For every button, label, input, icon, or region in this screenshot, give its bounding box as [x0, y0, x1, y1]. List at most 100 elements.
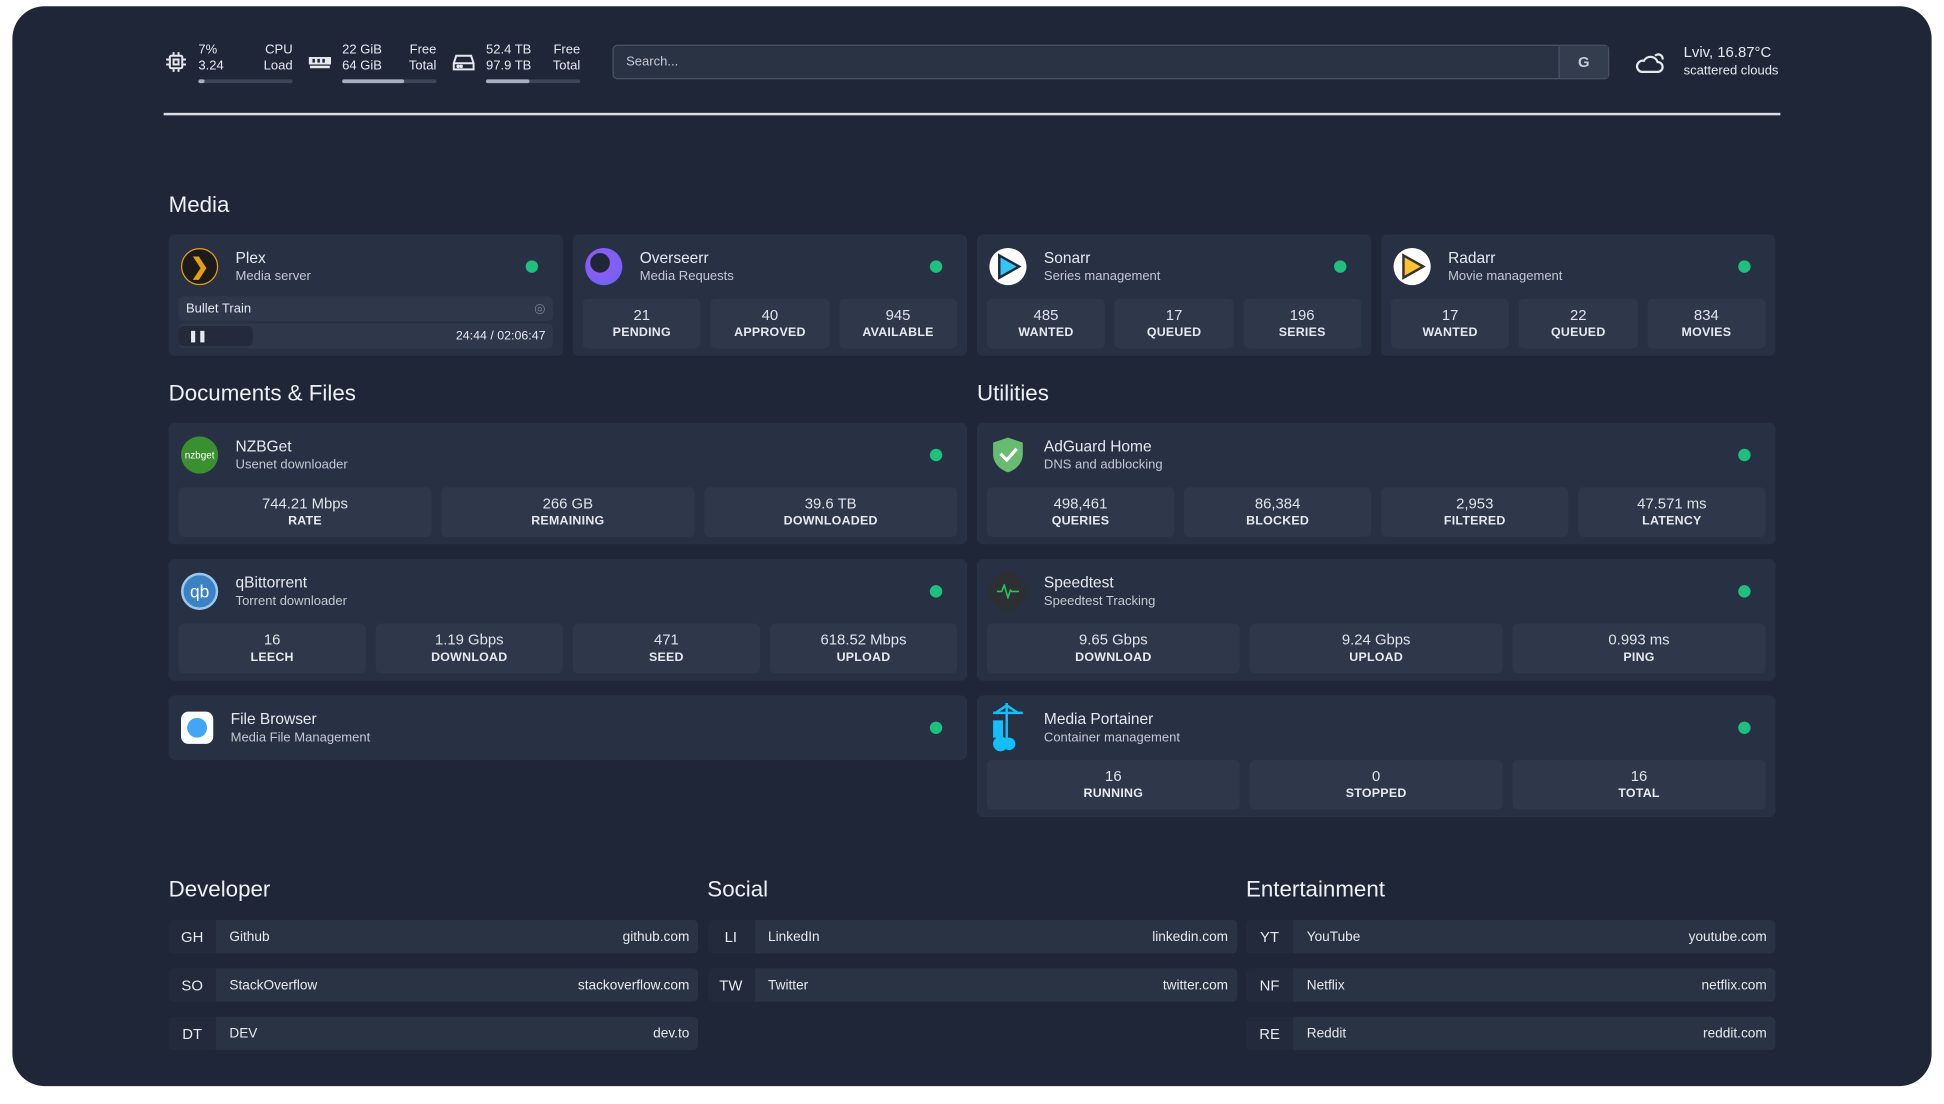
- bookmark-abbr: YT: [1245, 919, 1294, 954]
- stat-label: BLOCKED: [1246, 514, 1310, 529]
- service-card-media-portainer[interactable]: Media Portainer Container management 16 RUN…: [976, 695, 1776, 818]
- stat-block: 16 TOTAL: [1512, 759, 1766, 810]
- service-name: Radarr: [1448, 248, 1496, 266]
- free-label: Free: [409, 41, 437, 57]
- stat-label: DOWNLOADED: [783, 514, 878, 529]
- memory-total: 64 GiB: [342, 57, 382, 73]
- search-provider-button[interactable]: G: [1558, 45, 1609, 79]
- service-card-nzbget[interactable]: nzbget NZBGet Usenet downloader 744.21 Mbps…: [168, 422, 968, 545]
- stat-label: QUEUED: [1550, 326, 1606, 340]
- cpu-load: 3.24: [198, 57, 224, 73]
- status-dot: [1738, 260, 1751, 273]
- service-desc: Series management: [1043, 268, 1161, 284]
- service-desc: Usenet downloader: [235, 456, 348, 472]
- stat-value: 9.65 Gbps: [1079, 631, 1148, 649]
- free-label: Free: [553, 41, 581, 57]
- playback-time: 24:44 / 02:06:47: [455, 329, 546, 343]
- status-dot: [1738, 721, 1751, 734]
- stat-value: 498,461: [1053, 494, 1108, 513]
- stat-label: DOWNLOAD: [431, 650, 508, 665]
- stat-label: UPLOAD: [836, 650, 891, 665]
- stat-label: AVAILABLE: [862, 326, 934, 340]
- service-card-adguard-home[interactable]: AdGuard Home DNS and adblocking 498,461 QUE…: [976, 422, 1776, 545]
- stat-label: QUERIES: [1051, 514, 1110, 529]
- load-label: Load: [263, 57, 293, 73]
- stat-value: 834: [1693, 306, 1719, 324]
- divider: [163, 112, 1781, 116]
- bookmark-link[interactable]: TW Twitter twitter.com: [707, 968, 1237, 1002]
- bookmark-url: linkedin.com: [1152, 929, 1229, 945]
- stat-value: 196: [1289, 306, 1315, 324]
- bookmark-link[interactable]: DT DEV dev.to: [168, 1016, 699, 1051]
- service-desc: Torrent downloader: [235, 593, 348, 609]
- stat-value: 16: [1105, 767, 1122, 785]
- bookmark-list: YT YouTube youtube.com NF Netflix netflix.com…: [1245, 919, 1776, 1065]
- stat-label: SEED: [648, 650, 684, 665]
- stat-label: MOVIES: [1681, 326, 1732, 340]
- bookmark-group-title: Developer: [168, 876, 271, 902]
- total-label: Total: [552, 57, 581, 73]
- disk-free: 52.4 TB: [486, 41, 532, 57]
- service-name: NZBGet: [235, 437, 292, 455]
- memory-icon: [307, 49, 332, 74]
- total-label: Total: [408, 57, 437, 73]
- status-dot: [929, 448, 943, 462]
- status-dot: [929, 721, 943, 734]
- service-card-speedtest[interactable]: Speedtest Speedtest Tracking 9.65 Gbps DOWN…: [976, 559, 1776, 681]
- bookmark-list: GH Github github.com SO StackOverflow stackov…: [168, 919, 699, 1065]
- bookmark-name: LinkedIn: [768, 929, 820, 945]
- service-card-overseerr[interactable]: Overseerr Media Requests 21 PENDING 40 APPROV…: [572, 234, 968, 356]
- disk-total: 97.9 TB: [486, 57, 532, 73]
- stat-block: 196 SERIES: [1243, 298, 1362, 349]
- service-card-qbittorrent[interactable]: qb qBittorrent Torrent downloader 16 LEECH 1.…: [168, 559, 968, 681]
- bookmark-abbr: LI: [707, 919, 755, 954]
- service-card-plex[interactable]: ❯ Plex Media server Bullet Train ◎ ❚❚ 24:44…: [168, 234, 563, 356]
- status-dot: [1334, 260, 1347, 273]
- service-desc: Media Requests: [639, 268, 734, 284]
- bookmark-abbr: SO: [168, 968, 216, 1002]
- stat-value: 945: [885, 306, 911, 324]
- service-name: Plex: [235, 248, 266, 266]
- stat-value: 485: [1033, 306, 1059, 324]
- service-name: Media Portainer: [1043, 709, 1154, 728]
- bookmark-link[interactable]: NF Netflix netflix.com: [1245, 968, 1776, 1002]
- memory-free: 22 GiB: [342, 41, 382, 57]
- dashboard-background: [12, 6, 1932, 1087]
- pause-icon[interactable]: ❚❚: [178, 326, 253, 346]
- stat-value: 744.21 Mbps: [261, 494, 348, 513]
- cpu-widget: 7% CPU 3.24 Load: [164, 42, 293, 83]
- stat-block: 471 SEED: [572, 623, 760, 674]
- service-card-radarr[interactable]: Radarr Movie management 17 WANTED 22 QUEUED 83…: [1381, 234, 1776, 356]
- bookmark-link[interactable]: SO StackOverflow stackoverflow.com: [168, 968, 699, 1002]
- bookmark-link[interactable]: LI LinkedIn linkedin.com: [707, 919, 1237, 954]
- service-desc: Movie management: [1448, 268, 1563, 284]
- service-card-file-browser[interactable]: File Browser Media File Management: [168, 695, 968, 760]
- plex-icon: ❯: [181, 247, 219, 286]
- stat-block: 16 LEECH: [178, 623, 366, 674]
- service-name: Overseerr: [639, 248, 709, 266]
- stat-block: 16 RUNNING: [986, 759, 1240, 810]
- stat-block: 17 WANTED: [1391, 298, 1510, 349]
- bookmark-list: LI LinkedIn linkedin.com TW Twitter twitter.c…: [707, 919, 1237, 1017]
- bookmark-url: netflix.com: [1701, 977, 1767, 993]
- stat-value: 16: [1630, 767, 1648, 785]
- service-card-sonarr[interactable]: Sonarr Series management 485 WANTED 17 QUEUED…: [976, 234, 1372, 356]
- stat-block: 834 MOVIES: [1647, 298, 1766, 349]
- stat-label: RUNNING: [1083, 787, 1144, 801]
- bookmark-abbr: NF: [1245, 968, 1294, 1002]
- memory-bar: [342, 78, 437, 83]
- top-bar: 7% CPU 3.24 Load 22 GiB Free 64 GiB Total 52…: [164, 37, 1781, 87]
- service-name: Speedtest: [1043, 573, 1114, 591]
- section-title-documents: Documents & Files: [168, 380, 356, 406]
- stat-label: LATENCY: [1642, 514, 1702, 529]
- bookmark-link[interactable]: RE Reddit reddit.com: [1245, 1016, 1776, 1051]
- search-input[interactable]: Search... G: [612, 44, 1610, 80]
- stat-label: DOWNLOAD: [1075, 650, 1152, 665]
- bookmark-link[interactable]: GH Github github.com: [168, 919, 699, 954]
- bookmark-link[interactable]: YT YouTube youtube.com: [1245, 919, 1776, 954]
- status-dot: [525, 260, 539, 273]
- bookmark-url: dev.to: [653, 1025, 690, 1041]
- stat-label: WANTED: [1422, 326, 1478, 340]
- bookmark-name: Github: [229, 929, 270, 945]
- bookmark-name: YouTube: [1306, 929, 1361, 945]
